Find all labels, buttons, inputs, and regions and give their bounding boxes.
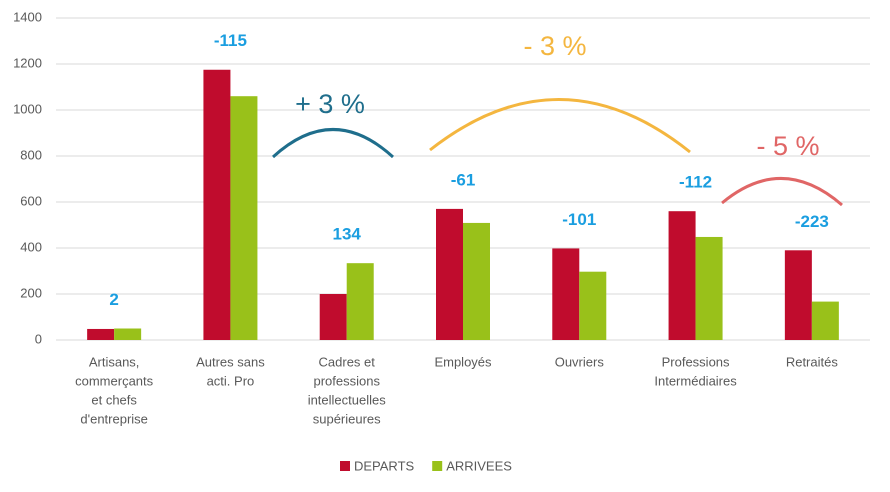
x-tick-label: Professions <box>662 354 730 369</box>
difference-label: -115 <box>214 31 247 50</box>
x-tick-label: Intermédiaires <box>654 373 737 388</box>
x-tick-label: Retraités <box>786 354 839 369</box>
x-tick-label: acti. Pro <box>207 373 255 388</box>
bar <box>463 222 490 340</box>
y-tick-label: 800 <box>20 147 42 162</box>
bar <box>230 96 258 340</box>
legend-label: ARRIVEES <box>446 458 512 473</box>
x-tick-label: d'entreprise <box>80 411 148 426</box>
difference-label: -101 <box>562 210 596 229</box>
bar <box>114 328 142 340</box>
bar <box>811 301 839 340</box>
legend-swatch <box>432 461 443 471</box>
bar <box>695 236 723 340</box>
y-tick-label: 600 <box>20 193 42 208</box>
x-tick-label: Ouvriers <box>555 354 605 369</box>
y-tick-label: 200 <box>20 285 42 300</box>
x-tick-label: supérieures <box>313 411 381 426</box>
annotation-arc <box>271 128 395 159</box>
y-tick-label: 1200 <box>13 55 42 70</box>
y-tick-label: 1000 <box>13 101 42 116</box>
bar <box>668 211 696 340</box>
difference-label: -223 <box>795 212 829 231</box>
x-tick-label: Autres sans <box>196 354 265 369</box>
x-tick-label: Artisans, <box>89 354 140 369</box>
y-tick-label: 400 <box>20 239 42 254</box>
annotation-text: + 3 % <box>295 89 365 119</box>
bar <box>87 328 115 340</box>
annotation-arc <box>429 98 691 154</box>
y-tick-label: 0 <box>35 331 42 346</box>
x-tick-label: commerçants <box>75 373 154 388</box>
x-tick-label: professions <box>313 373 380 388</box>
x-tick-label: intellectuelles <box>308 392 387 407</box>
y-tick-label: 1400 <box>13 9 42 24</box>
legend-swatch <box>340 461 350 471</box>
x-tick-label: et chefs <box>91 392 137 407</box>
bar <box>346 263 374 340</box>
x-tick-label: Cadres et <box>319 354 376 369</box>
difference-label: 134 <box>333 225 362 244</box>
annotation-text: - 3 % <box>523 31 586 61</box>
bar <box>784 250 812 340</box>
difference-label: -61 <box>451 170 476 189</box>
annotation-arc <box>721 177 843 207</box>
annotation-text: - 5 % <box>756 131 819 161</box>
difference-label: -112 <box>679 173 712 192</box>
bar <box>579 271 607 340</box>
legend-label: DEPARTS <box>354 458 415 473</box>
bar <box>319 294 347 340</box>
x-tick-label: Employés <box>434 354 492 369</box>
difference-label: 2 <box>109 290 118 309</box>
bar <box>203 69 231 340</box>
bar <box>436 208 463 340</box>
bar <box>552 248 580 340</box>
